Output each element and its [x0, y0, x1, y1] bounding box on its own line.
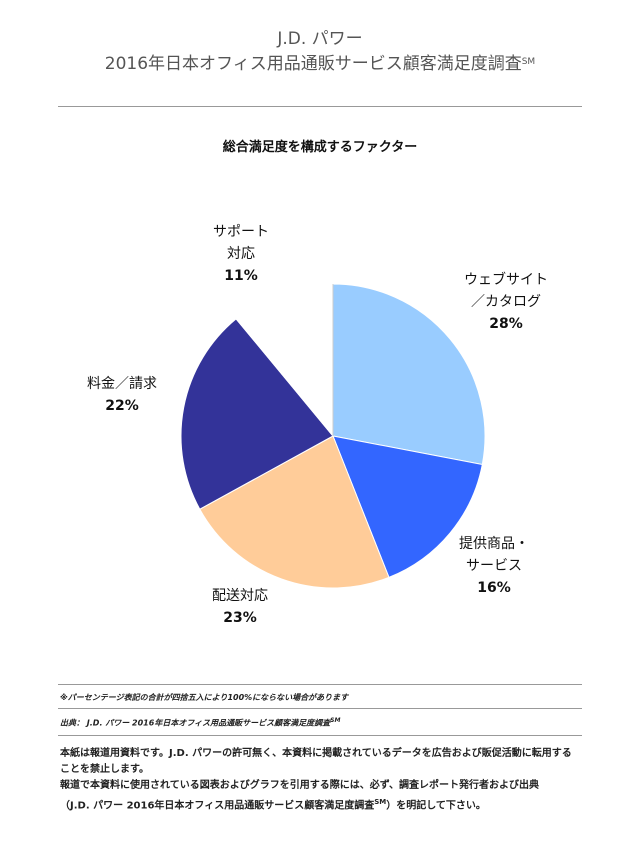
pie-slice	[332, 435, 483, 578]
slice-percent: 28%	[489, 316, 523, 332]
slice-label: 料金／請求 22%	[67, 373, 177, 417]
notes-divider-bottom	[58, 735, 582, 736]
slice-label-line: 提供商品・	[459, 536, 529, 552]
rounding-note: ※パーセンテージ表記の合計が四捨五入により100%にならない場合があります	[60, 693, 349, 702]
disclaimer-line-3b: ）を明記して下さい。	[386, 800, 486, 812]
slice-label-line: ／カタログ	[471, 294, 541, 310]
pie-slice	[332, 283, 486, 466]
disclaimer: 本紙は報道用資料です。J.D. パワーの許可無く、本資料に掲載されているデータを…	[60, 746, 580, 814]
source-note: 出典： J.D. パワー 2016年日本オフィス用品通販サービス顧客満足度調査S…	[60, 717, 340, 729]
disclaimer-line-1: 本紙は報道用資料です。J.D. パワーの許可無く、本資料に掲載されているデータを…	[60, 748, 572, 775]
notes-divider-mid	[58, 708, 582, 709]
slice-label: サポート対応 11%	[191, 221, 291, 287]
header-divider	[58, 106, 582, 107]
slice-label-line: サービス	[466, 558, 522, 574]
report-header: J.D. パワー 2016年日本オフィス用品通販サービス顧客満足度調査SM	[0, 28, 640, 76]
disclaimer-line-3a: （J.D. パワー 2016年日本オフィス用品通販サービス顧客満足度調査	[60, 800, 375, 812]
service-mark: SM	[521, 57, 536, 67]
disclaimer-line-2: 報道で本資料に使用されている図表およびグラフを引用する際には、必ず、調査レポート…	[60, 780, 539, 791]
source-text: 出典： J.D. パワー 2016年日本オフィス用品通販サービス顧客満足度調査	[60, 718, 331, 728]
slice-percent: 23%	[223, 610, 257, 626]
slice-label: ウェブサイト ／カタログ 28%	[441, 269, 571, 335]
pie-slice	[235, 283, 334, 438]
slice-label-line: 対応	[227, 246, 255, 262]
survey-title-text: 2016年日本オフィス用品通販サービス顧客満足度調査	[104, 54, 522, 74]
pie-chart	[180, 283, 486, 589]
slice-percent: 22%	[105, 398, 139, 414]
disclaimer-service-mark: SM	[374, 798, 387, 806]
notes-divider-top	[58, 684, 582, 685]
slice-percent: 16%	[477, 580, 511, 596]
chart-title: 総合満足度を構成するファクター	[222, 140, 418, 155]
disclaimer-line-3: （J.D. パワー 2016年日本オフィス用品通販サービス顧客満足度調査SM）を…	[60, 794, 580, 814]
pie-slice	[199, 435, 390, 589]
slice-label-line: ウェブサイト	[464, 272, 548, 288]
slice-label-line: 配送対応	[212, 588, 268, 604]
survey-title: 2016年日本オフィス用品通販サービス顧客満足度調査SM	[0, 52, 640, 76]
slice-label: 配送対応 23%	[185, 585, 295, 629]
source-service-mark: SM	[330, 717, 341, 724]
slice-percent: 11%	[224, 268, 258, 284]
brand-title: J.D. パワー	[277, 29, 363, 49]
slice-label: 提供商品・サービス 16%	[439, 533, 549, 599]
pie-slice	[180, 318, 334, 510]
slice-label-line: 料金／請求	[87, 376, 157, 392]
slice-label-line: サポート	[213, 224, 269, 240]
